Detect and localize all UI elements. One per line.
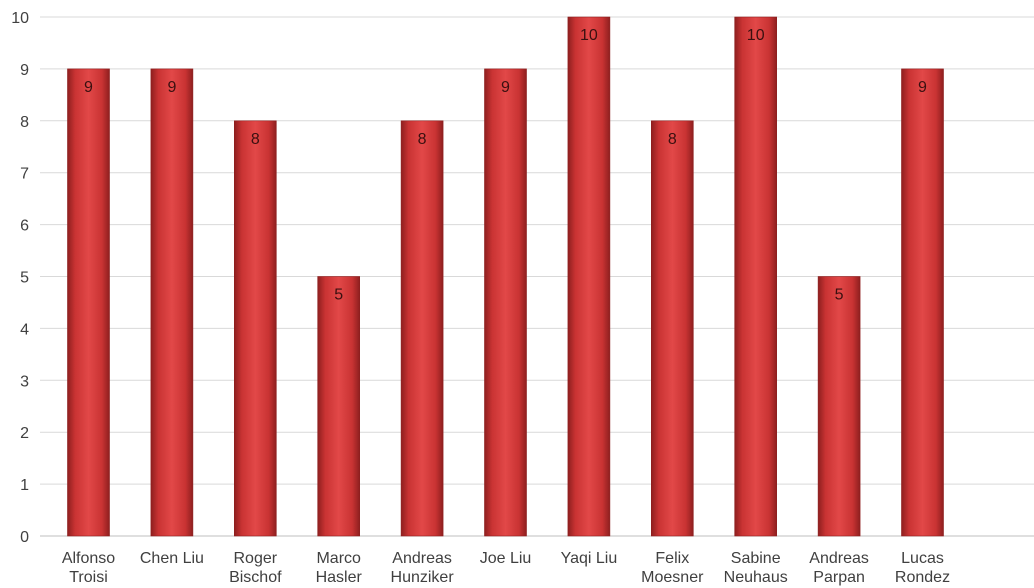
bar	[400, 120, 444, 537]
y-tick-label: 5	[20, 270, 29, 287]
data-label: 9	[84, 79, 93, 96]
x-tick-label-line: Felix	[655, 550, 689, 567]
x-tick-label-line: Troisi	[69, 569, 108, 586]
x-tick-label-line: Marco	[316, 550, 361, 567]
x-tick-label-line: Chen Liu	[140, 550, 204, 567]
data-label: 9	[501, 79, 510, 96]
y-tick-label: 9	[20, 62, 29, 79]
bars	[67, 16, 944, 537]
x-tick-label: Felix Moesner	[641, 550, 704, 586]
x-tick-label: Andreas Parpan	[809, 550, 869, 586]
gridlines	[40, 16, 1034, 537]
x-tick-label-line: Roger	[234, 550, 278, 567]
y-axis-tick-labels: 0 1 2 3 4 5 6 7 8 9 10	[11, 10, 29, 546]
x-tick-label-line: Andreas	[392, 550, 452, 567]
bar	[567, 16, 611, 537]
bar	[150, 68, 194, 537]
bar	[67, 68, 110, 537]
data-label: 8	[668, 131, 677, 148]
x-tick-label-line: Joe Liu	[480, 550, 532, 567]
x-tick-label: Yaqi Liu	[561, 550, 618, 567]
y-tick-label: 7	[20, 166, 29, 183]
bar	[234, 120, 277, 537]
data-label: 8	[418, 131, 427, 148]
data-label: 10	[580, 27, 598, 44]
y-tick-label: 6	[20, 218, 29, 235]
y-tick-label: 3	[20, 373, 29, 390]
bar	[317, 276, 361, 537]
x-tick-label-line: Parpan	[813, 569, 865, 586]
x-tick-label-line: Bischof	[229, 569, 282, 586]
x-tick-label-line: Rondez	[895, 569, 950, 586]
bar	[484, 68, 527, 537]
data-label: 9	[918, 79, 927, 96]
y-tick-label: 4	[20, 321, 29, 338]
x-tick-label-line: Andreas	[809, 550, 869, 567]
x-tick-label-line: Moesner	[641, 569, 704, 586]
x-tick-label: Sabine Neuhaus	[724, 550, 788, 586]
y-tick-label: 2	[20, 425, 29, 442]
bar	[817, 276, 861, 537]
x-tick-label-line: Yaqi Liu	[561, 550, 618, 567]
data-label: 5	[334, 287, 343, 304]
bar	[901, 68, 944, 537]
x-tick-label: Joe Liu	[480, 550, 532, 567]
x-tick-label: Lucas Rondez	[895, 550, 950, 586]
x-tick-label: Marco Hasler	[316, 550, 363, 586]
x-tick-label-line: Hunziker	[391, 569, 455, 586]
x-tick-label-line: Lucas	[901, 550, 944, 567]
bar	[734, 16, 778, 537]
x-tick-label: Chen Liu	[140, 550, 204, 567]
x-axis-tick-labels: Alfonso Troisi Chen Liu Roger Bischof Marco Ha…	[62, 550, 950, 586]
x-tick-label: Alfonso Troisi	[62, 550, 115, 586]
bar	[650, 120, 694, 537]
x-tick-label: Andreas Hunziker	[391, 550, 455, 586]
x-tick-label-line: Alfonso	[62, 550, 115, 567]
data-labels: 9 9 8 5 8 9 10 8 10 5 9	[84, 27, 927, 304]
data-label: 8	[251, 131, 260, 148]
y-tick-label: 1	[20, 477, 29, 494]
x-tick-label: Roger Bischof	[229, 550, 282, 586]
y-tick-label: 0	[20, 529, 29, 546]
data-label: 10	[747, 27, 765, 44]
x-tick-label-line: Hasler	[316, 569, 363, 586]
y-tick-label: 8	[20, 114, 29, 131]
x-tick-label-line: Neuhaus	[724, 569, 788, 586]
x-tick-label-line: Sabine	[731, 550, 781, 567]
data-label: 5	[835, 287, 844, 304]
data-label: 9	[167, 79, 176, 96]
y-tick-label: 10	[11, 10, 29, 27]
